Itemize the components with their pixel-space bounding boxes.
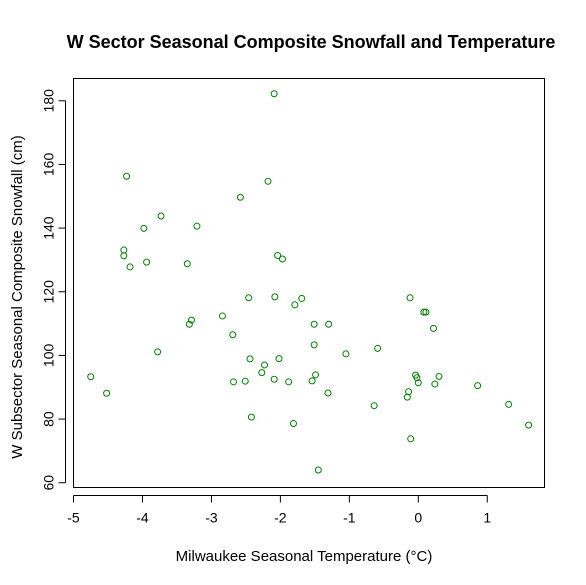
data-point (310, 320, 318, 328)
data-point (187, 316, 195, 324)
data-point (413, 374, 421, 382)
data-point (154, 348, 162, 356)
data-point (193, 222, 201, 230)
data-point (285, 378, 293, 386)
data-point (278, 255, 286, 263)
data-point (420, 308, 428, 316)
x-tick-label: -5 (67, 510, 80, 526)
data-point (247, 413, 255, 421)
data-point (324, 389, 332, 397)
data-points (87, 90, 533, 474)
data-point (312, 371, 320, 379)
data-point (308, 377, 316, 385)
x-axis: -5 -4 -3 -2 -1 0 1 (67, 495, 491, 526)
data-point (185, 320, 193, 328)
data-point (246, 355, 254, 363)
data-point (414, 379, 422, 387)
data-point (245, 294, 253, 302)
x-tick-label: -1 (343, 510, 356, 526)
data-point (140, 224, 148, 232)
x-tick-label: 1 (483, 510, 491, 526)
data-point (264, 177, 272, 185)
data-point (218, 312, 226, 320)
y-tick-label: 180 (41, 89, 57, 113)
data-point (370, 402, 378, 410)
data-point (143, 258, 151, 266)
data-point (431, 380, 439, 388)
data-point (236, 193, 244, 201)
chart-title: W Sector Seasonal Composite Snowfall and… (67, 32, 556, 52)
data-point (291, 301, 299, 309)
data-point (229, 378, 237, 386)
data-point (525, 421, 533, 429)
data-point (126, 263, 134, 271)
data-point (314, 466, 322, 474)
data-point (325, 320, 333, 328)
x-tick-label: 0 (414, 510, 422, 526)
data-point (120, 252, 128, 260)
data-point (271, 293, 279, 301)
data-point (474, 382, 482, 390)
data-point (123, 172, 131, 180)
data-point (406, 294, 414, 302)
data-point (270, 90, 278, 98)
x-tick-label: -2 (274, 510, 287, 526)
data-point (261, 361, 269, 369)
data-point (87, 373, 95, 381)
data-point (270, 375, 278, 383)
y-tick-label: 100 (41, 344, 57, 368)
data-point (429, 324, 437, 332)
data-point (342, 350, 350, 358)
data-point (310, 341, 318, 349)
data-point (275, 355, 283, 363)
data-point (405, 388, 413, 396)
data-point (103, 389, 111, 397)
data-point (422, 308, 430, 316)
data-point (374, 344, 382, 352)
y-axis: 60 80 100 120 140 160 180 (41, 89, 66, 491)
y-tick-label: 140 (41, 216, 57, 240)
x-tick-label: -3 (205, 510, 218, 526)
data-point (120, 246, 128, 254)
data-point (435, 372, 443, 380)
data-point (241, 377, 249, 385)
data-point (258, 369, 266, 377)
x-tick-label: -4 (136, 510, 149, 526)
data-point (289, 420, 297, 428)
data-point (505, 400, 513, 408)
data-point (298, 294, 306, 302)
y-tick-label: 80 (41, 411, 57, 427)
data-point (274, 251, 282, 259)
plot-frame (73, 78, 545, 488)
data-point (229, 331, 237, 339)
data-point (157, 212, 165, 220)
y-tick-label: 120 (41, 280, 57, 304)
y-tick-label: 160 (41, 153, 57, 177)
y-tick-label: 60 (41, 475, 57, 491)
y-axis-label: W Subsector Seasonal Composite Snowfall … (9, 135, 26, 458)
data-point (183, 260, 191, 268)
data-point (407, 435, 415, 443)
x-axis-label: Milwaukee Seasonal Temperature (°C) (176, 548, 433, 565)
